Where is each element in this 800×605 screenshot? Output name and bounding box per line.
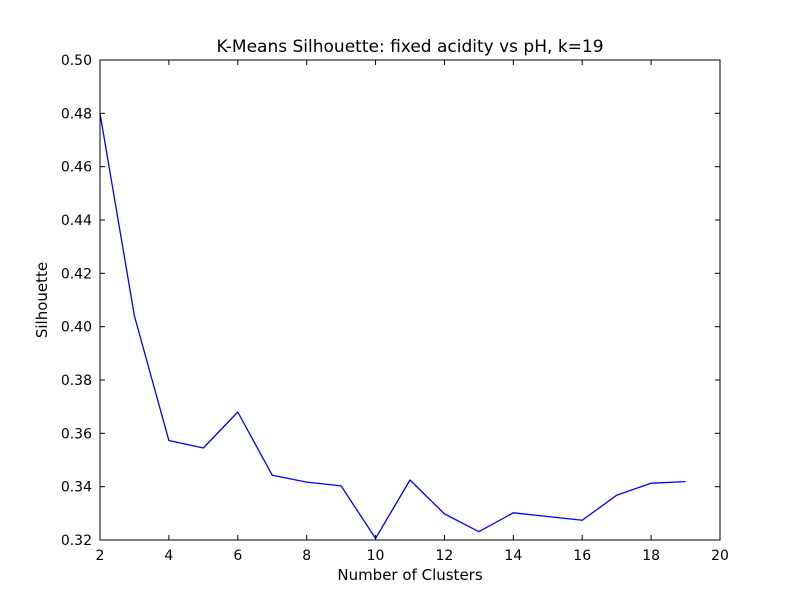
x-tick-label: 6 xyxy=(233,548,242,564)
plot-area: 2 4 6 8 10 12 14 16 18 20 0.32 0.34 0.36 0.38 0.40 0.42… xyxy=(61,53,729,564)
y-tick-label: 0.42 xyxy=(61,266,92,282)
x-tick-label: 8 xyxy=(302,548,311,564)
y-axis-label: Silhouette xyxy=(33,262,51,338)
y-tick-label: 0.32 xyxy=(61,533,92,549)
x-tick-label: 2 xyxy=(96,548,105,564)
x-tick-label: 20 xyxy=(711,548,729,564)
y-tick-label: 0.44 xyxy=(61,213,92,229)
x-tick-label: 18 xyxy=(642,548,660,564)
y-tick-label: 0.40 xyxy=(61,320,92,336)
y-tick-label: 0.48 xyxy=(61,106,92,122)
y-tick-label: 0.46 xyxy=(61,160,92,176)
x-tick-label: 16 xyxy=(573,548,591,564)
x-tick-label: 12 xyxy=(436,548,454,564)
x-axis-label: Number of Clusters xyxy=(337,566,482,584)
plot-frame xyxy=(99,59,721,541)
y-tick-label: 0.36 xyxy=(61,426,92,442)
x-tick-label: 4 xyxy=(164,548,173,564)
x-tick-label: 14 xyxy=(504,548,522,564)
series-line xyxy=(99,113,686,540)
y-tick-label: 0.50 xyxy=(61,53,92,69)
chart-title: K-Means Silhouette: fixed acidity vs pH,… xyxy=(216,37,603,57)
y-tick-label: 0.38 xyxy=(61,373,92,389)
x-tick-label: 10 xyxy=(367,548,385,564)
y-tick-label: 0.34 xyxy=(61,480,92,496)
